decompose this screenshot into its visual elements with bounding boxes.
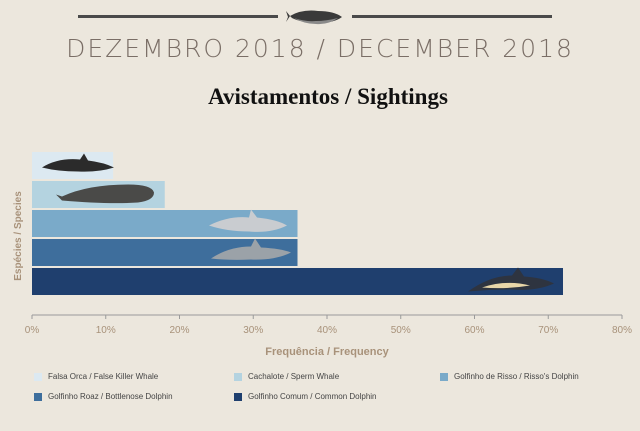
legend-item: Cachalote / Sperm Whale	[234, 372, 339, 381]
legend-label: Golfinho Comum / Common Dolphin	[248, 392, 377, 401]
legend-item: Falsa Orca / False Killer Whale	[34, 372, 158, 381]
legend-label: Cachalote / Sperm Whale	[248, 372, 340, 381]
legend-swatch	[440, 372, 448, 381]
legend-item: Golfinho Roaz / Bottlenose Dolphin	[34, 392, 173, 401]
x-tick-label: 30%	[243, 325, 263, 336]
legend-swatch	[34, 392, 42, 401]
x-axis-title: Frequência / Frequency	[265, 346, 389, 358]
bottlenose-dolphin-icon	[211, 238, 291, 260]
legend-swatch	[34, 372, 42, 381]
x-tick-label: 40%	[317, 325, 337, 336]
legend-swatch	[234, 392, 242, 401]
x-tick-label: 70%	[538, 325, 558, 336]
x-tick-label: 80%	[612, 325, 632, 336]
y-axis-title: Espécies / Species	[13, 191, 24, 281]
page-title: DEZEMBRO 2018 / DECEMBER 2018	[66, 34, 574, 63]
legend-label: Falsa Orca / False Killer Whale	[48, 372, 159, 381]
legend-label: Golfinho Roaz / Bottlenose Dolphin	[48, 392, 173, 401]
legend-item: Golfinho de Risso / Risso's Dolphin	[440, 372, 579, 381]
x-tick-label: 10%	[96, 325, 116, 336]
rissos-dolphin-icon	[209, 209, 287, 232]
whale-logo-icon	[286, 10, 342, 25]
chart-title: Avistamentos / Sightings	[208, 84, 448, 109]
x-tick-label: 50%	[391, 325, 411, 336]
legend-swatch	[234, 372, 242, 381]
false-killer-whale-icon	[42, 153, 114, 172]
sperm-whale-icon	[56, 184, 154, 204]
header-rule-left	[78, 15, 278, 18]
legend-label: Golfinho de Risso / Risso's Dolphin	[454, 372, 579, 381]
legend-item: Golfinho Comum / Common Dolphin	[234, 392, 377, 401]
x-tick-label: 20%	[169, 325, 189, 336]
bar	[32, 268, 563, 295]
x-tick-label: 0%	[25, 325, 40, 336]
x-tick-label: 60%	[464, 325, 484, 336]
header-rule-right	[352, 15, 552, 18]
common-dolphin-icon	[468, 267, 554, 292]
